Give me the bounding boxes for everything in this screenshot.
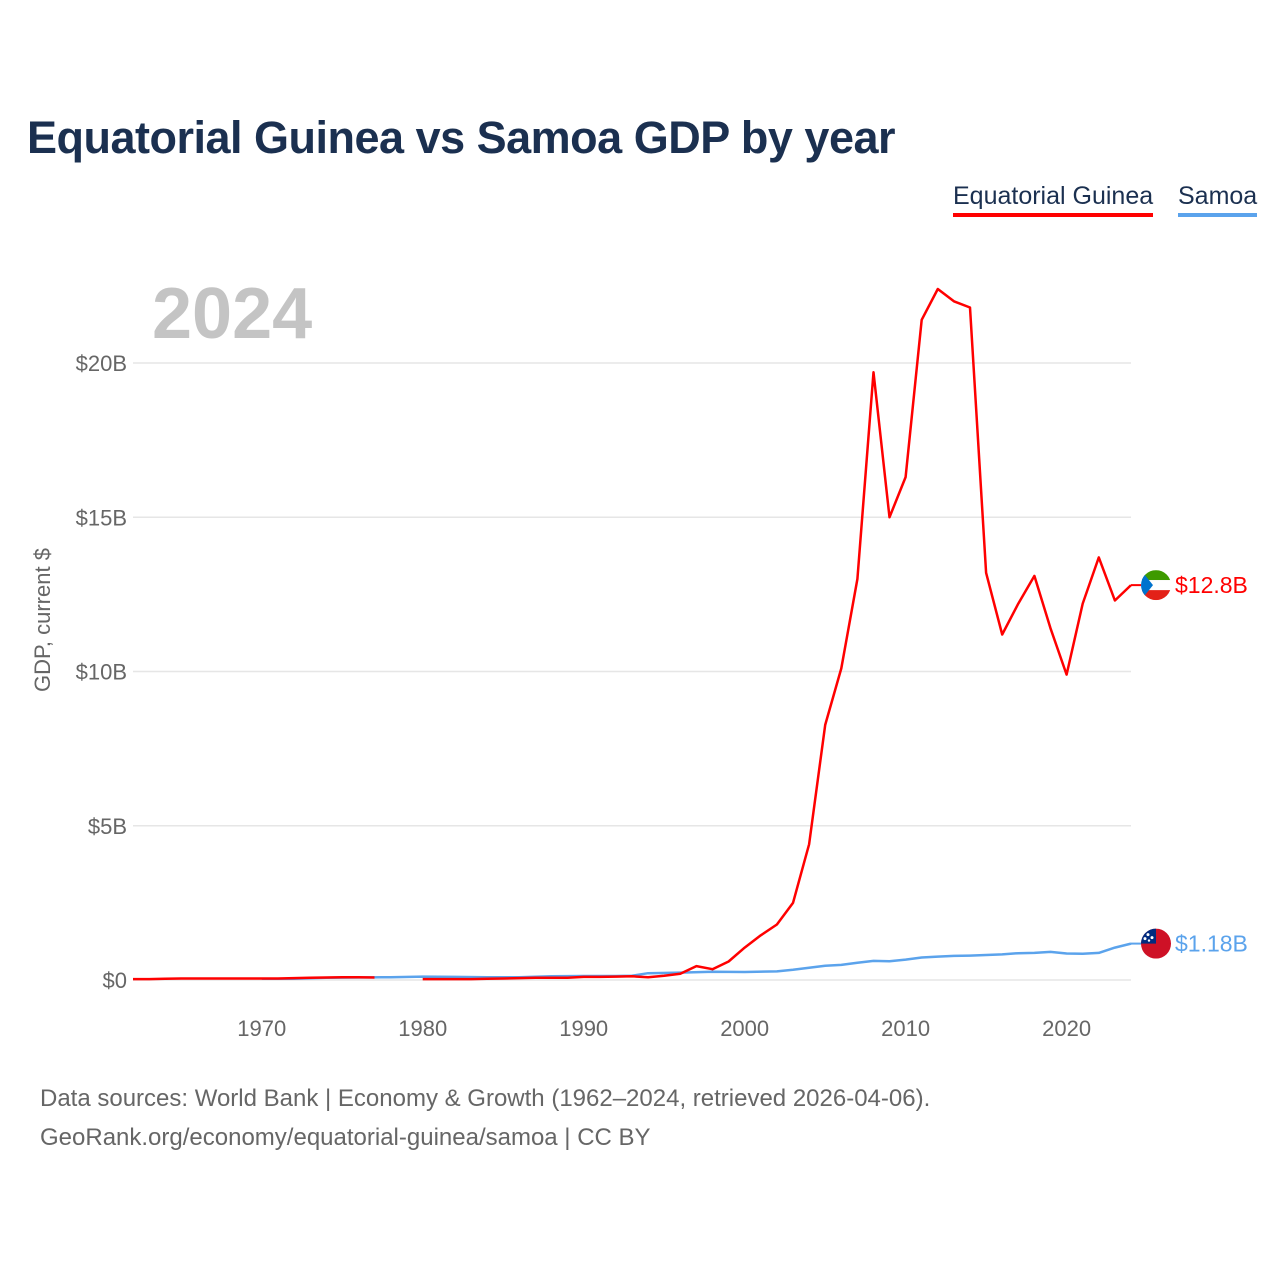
chart-title: Equatorial Guinea vs Samoa GDP by year xyxy=(27,112,896,163)
x-tick-label: 1980 xyxy=(398,1016,447,1041)
series-line-equatorial-guinea xyxy=(422,287,1132,981)
y-tick-label: $0 xyxy=(103,968,127,993)
end-value-label: $12.8B xyxy=(1175,572,1248,598)
y-axis-label: GDP, current $ xyxy=(30,548,55,692)
x-tick-label: 1970 xyxy=(237,1016,286,1041)
samoa-flag-icon xyxy=(1141,928,1171,959)
y-tick-label: $10B xyxy=(76,660,127,685)
y-tick-label: $20B xyxy=(76,351,127,376)
y-tick-label: $5B xyxy=(88,814,127,839)
x-tick-label: 2000 xyxy=(720,1016,769,1041)
equatorial-guinea-flag-icon xyxy=(1141,570,1171,601)
source-link[interactable]: GeoRank.org/economy/equatorial-guinea/sa… xyxy=(40,1124,651,1151)
x-tick-label: 2020 xyxy=(1042,1016,1091,1041)
series-line-samoa xyxy=(261,942,1132,981)
x-tick-label: 1990 xyxy=(559,1016,608,1041)
x-tick-label: 2010 xyxy=(881,1016,930,1041)
year-watermark: 2024 xyxy=(152,274,312,354)
data-source-note: Data sources: World Bank | Economy & Gro… xyxy=(40,1085,931,1112)
y-tick-label: $15B xyxy=(76,505,127,530)
series-line-equatorial-guinea xyxy=(133,975,375,981)
legend-samoa[interactable]: Samoa xyxy=(1178,182,1258,217)
legend-equatorial-guinea[interactable]: Equatorial Guinea xyxy=(953,182,1154,217)
end-value-label: $1.18B xyxy=(1175,931,1248,957)
